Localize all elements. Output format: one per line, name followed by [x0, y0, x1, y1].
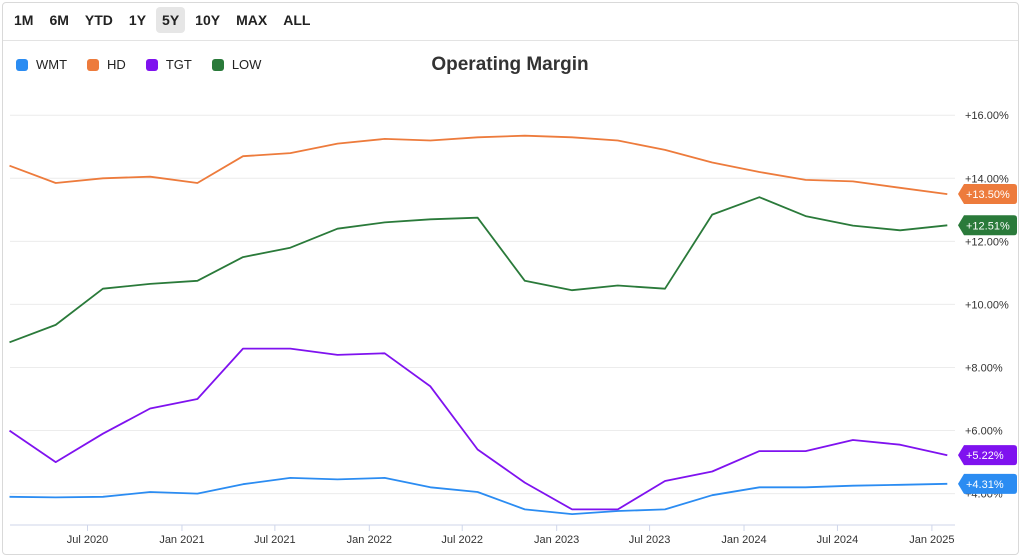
- x-tick-label: Jan 2021: [159, 534, 204, 546]
- y-tick-label: +8.00%: [965, 362, 1003, 374]
- badge-shape: [958, 445, 1017, 466]
- toolbar-divider: [3, 40, 1018, 41]
- x-tick-label: Jul 2024: [817, 534, 859, 546]
- badge-shape: [958, 215, 1017, 236]
- last-value-badge-low: +12.51%: [958, 215, 1017, 236]
- legend-label: WMT: [36, 57, 68, 72]
- legend-label: TGT: [165, 57, 192, 72]
- last-value-badge-tgt: +5.22%: [958, 445, 1017, 466]
- y-tick-label: +16.00%: [965, 110, 1009, 122]
- badge-label: +5.22%: [966, 450, 1004, 462]
- badge-shape: [958, 473, 1017, 494]
- range-button-all[interactable]: ALL: [277, 7, 316, 33]
- legend-swatch: [211, 58, 224, 71]
- range-button-ytd[interactable]: YTD: [79, 7, 119, 33]
- x-tick-label: Jan 2023: [534, 534, 579, 546]
- series-line-hd: [9, 134, 948, 195]
- chart-title: Operating Margin: [431, 54, 589, 75]
- chart-legend: WMT HD TGT LOW: [16, 57, 261, 72]
- range-button-1y[interactable]: 1Y: [123, 7, 152, 33]
- legend-item-wmt[interactable]: WMT: [16, 57, 67, 72]
- x-tick-label: Jul 2021: [254, 534, 296, 546]
- last-value-badge-hd: +13.50%: [958, 184, 1017, 205]
- legend-label: LOW: [231, 57, 262, 72]
- x-tick-label: Jan 2024: [721, 534, 766, 546]
- last-value-badge-wmt: +4.31%: [958, 473, 1017, 494]
- range-button-5y[interactable]: 5Y: [156, 7, 186, 33]
- badge-shape: [958, 184, 1017, 205]
- x-tick-label: Jan 2025: [909, 534, 954, 546]
- x-tick-label: Jul 2023: [629, 534, 671, 546]
- legend-label: HD: [107, 57, 126, 72]
- range-button-max[interactable]: MAX: [230, 7, 273, 33]
- legend-swatch: [87, 58, 100, 71]
- range-button-6m[interactable]: 6M: [43, 7, 74, 33]
- range-selector: 1M 6M YTD 1Y 5Y 10Y MAX ALL: [8, 6, 316, 34]
- series-line-wmt: [9, 476, 948, 515]
- y-tick-label: +6.00%: [965, 426, 1003, 438]
- series-line-tgt: [8, 347, 948, 511]
- legend-item-low[interactable]: LOW: [211, 57, 262, 72]
- badge-label: +13.50%: [966, 189, 1010, 201]
- legend-item-hd[interactable]: HD: [87, 57, 126, 72]
- y-tick-label: +10.00%: [965, 299, 1009, 311]
- x-tick-label: Jul 2020: [67, 534, 109, 546]
- range-button-10y[interactable]: 10Y: [189, 7, 226, 33]
- y-tick-label: +12.00%: [965, 236, 1009, 248]
- badge-label: +12.51%: [966, 220, 1010, 232]
- x-tick-label: Jul 2022: [441, 534, 483, 546]
- badge-label: +4.31%: [966, 479, 1004, 491]
- legend-swatch: [145, 58, 158, 71]
- legend-swatch: [16, 58, 28, 71]
- legend-item-tgt[interactable]: TGT: [145, 57, 192, 72]
- range-button-1m[interactable]: 1M: [8, 7, 39, 33]
- x-tick-label: Jan 2022: [347, 534, 392, 546]
- y-tick-label: +14.00%: [965, 173, 1009, 185]
- series-line-low: [9, 196, 948, 344]
